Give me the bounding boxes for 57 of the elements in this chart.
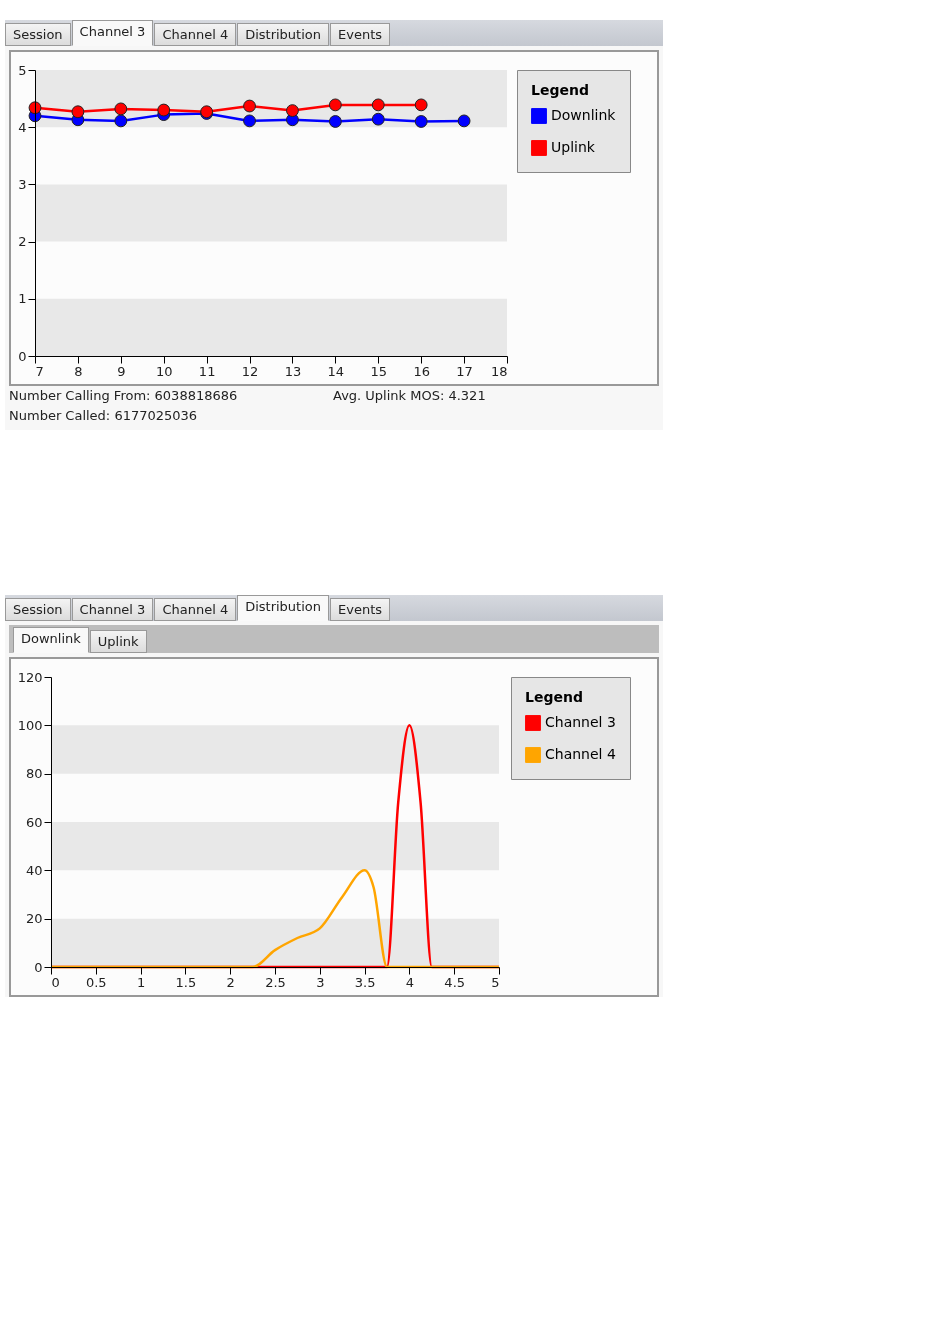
text: Channel 4 bbox=[154, 598, 237, 621]
text: Avg. Uplink MOS: 4.321 bbox=[333, 388, 486, 403]
y-tick-label: 4 bbox=[18, 119, 27, 135]
y-tick-label: 80 bbox=[25, 766, 43, 782]
legend-label: Downlink bbox=[551, 107, 617, 123]
y-tick-label: 60 bbox=[25, 814, 43, 830]
x-tick-label: 12 bbox=[241, 363, 259, 379]
x-tick-label: 0.5 bbox=[85, 974, 107, 990]
x-tick-label: 14 bbox=[327, 363, 345, 379]
y-tick-label: 2 bbox=[18, 234, 27, 250]
y-tick-label: 3 bbox=[18, 176, 27, 192]
text: Session bbox=[5, 23, 71, 46]
y-tick-label: 5 bbox=[18, 62, 27, 78]
x-tick-label: 1.5 bbox=[175, 974, 197, 990]
y-tick-label: 0 bbox=[34, 959, 43, 975]
x-tick-label: 3.5 bbox=[354, 974, 376, 990]
text: Session bbox=[5, 598, 71, 621]
x-tick-label: 1 bbox=[136, 974, 146, 990]
x-tick-label: 2.5 bbox=[265, 974, 286, 990]
x-tick-label: 4 bbox=[405, 974, 415, 990]
x-tick-label: 3 bbox=[316, 974, 325, 990]
x-tick-label: 10 bbox=[155, 363, 173, 379]
x-tick-label: 5 bbox=[491, 974, 500, 990]
text: Channel 3 bbox=[71, 20, 154, 46]
legend-label: Channel 4 bbox=[545, 746, 616, 762]
text: Events bbox=[330, 23, 391, 46]
x-tick-label: 0 bbox=[51, 974, 60, 990]
x-tick-label: 8 bbox=[74, 363, 83, 379]
legend-title: Legend bbox=[531, 82, 589, 98]
y-tick-label: 1 bbox=[18, 291, 27, 307]
x-tick-label: 15 bbox=[370, 363, 388, 379]
x-tick-label: 9 bbox=[117, 363, 126, 379]
x-tick-label: 11 bbox=[198, 363, 216, 379]
y-tick-label: 0 bbox=[18, 348, 27, 364]
text: Channel 4 bbox=[154, 23, 237, 46]
legend-label: Uplink bbox=[551, 139, 596, 155]
x-tick-label: 2 bbox=[226, 974, 235, 990]
text: Number Calling From: 6038818686 bbox=[9, 388, 238, 403]
text: Distribution bbox=[237, 23, 330, 46]
text: Number Called: 6177025036 bbox=[9, 408, 198, 423]
x-tick-label: 16 bbox=[413, 363, 430, 379]
x-tick-label: 18 bbox=[490, 363, 508, 379]
text: Distribution bbox=[237, 595, 330, 621]
text: Events bbox=[330, 598, 391, 621]
y-tick-label: 20 bbox=[25, 911, 43, 927]
text: Channel 3 bbox=[71, 598, 154, 621]
x-tick-label: 17 bbox=[456, 363, 473, 379]
x-tick-label: 7 bbox=[35, 363, 44, 379]
x-tick-label: 13 bbox=[284, 363, 302, 379]
text: Uplink bbox=[89, 630, 147, 653]
x-tick-label: 4.5 bbox=[444, 974, 466, 990]
y-tick-label: 100 bbox=[17, 717, 43, 733]
legend-label: Channel 3 bbox=[545, 714, 616, 730]
y-tick-label: 120 bbox=[17, 669, 43, 685]
y-tick-label: 40 bbox=[25, 862, 43, 878]
legend-title: Legend bbox=[525, 689, 583, 705]
text: Downlink bbox=[13, 627, 89, 653]
